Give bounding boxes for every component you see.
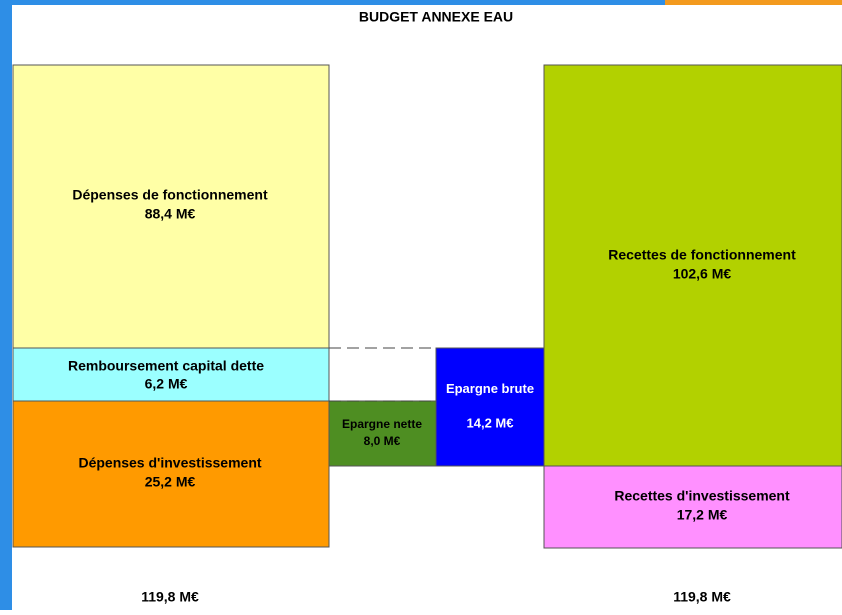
block-value: 88,4 M€ <box>145 206 196 222</box>
block <box>12 347 330 402</box>
title: BUDGET ANNEXE EAU <box>359 9 513 25</box>
block-value: 14,2 M€ <box>467 415 514 430</box>
block-label: Recettes de fonctionnement <box>608 247 796 263</box>
block-label: Epargne nette <box>342 417 422 431</box>
block-value: 17,2 M€ <box>677 507 728 523</box>
block-label: Dépenses de fonctionnement <box>72 187 268 203</box>
left-border <box>0 0 12 610</box>
block-label-box: Epargne brute <box>445 381 535 396</box>
block <box>543 64 842 467</box>
block-label: 6,2 M€ <box>145 376 188 392</box>
block-label: Dépenses d'investissement <box>78 455 261 471</box>
block <box>543 465 842 549</box>
block <box>435 347 545 467</box>
block <box>12 400 330 548</box>
block-value: 8,0 M€ <box>364 434 401 448</box>
block-label: Epargne brute <box>445 381 535 396</box>
block <box>328 400 437 467</box>
total: 119,8 M€ <box>141 589 199 605</box>
block-label: Recettes d'investissement <box>614 488 790 504</box>
block-label: Remboursement capital dette <box>68 358 264 374</box>
top-border <box>0 0 665 5</box>
total: 119,8 M€ <box>673 589 731 605</box>
top-border-accent <box>665 0 842 5</box>
block-value: 25,2 M€ <box>145 474 196 490</box>
block <box>12 64 330 349</box>
block-value: 102,6 M€ <box>673 266 732 282</box>
